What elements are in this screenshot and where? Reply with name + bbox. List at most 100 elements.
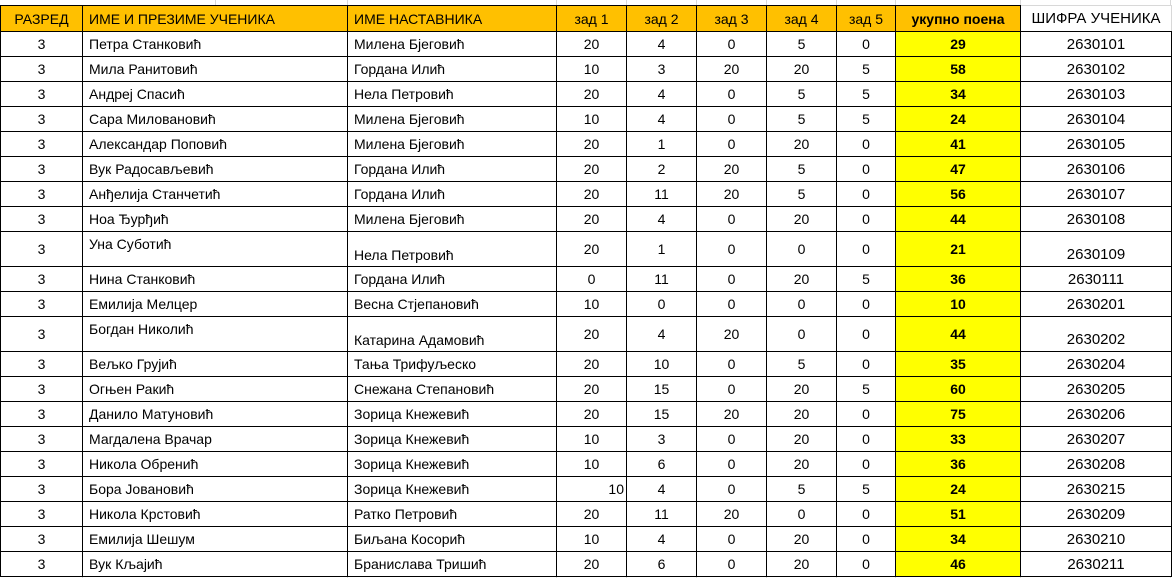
cell-zad4[interactable]: 5 [766,476,837,502]
cell-zad1[interactable]: 20 [556,156,627,182]
cell-zad3[interactable]: 0 [696,131,767,157]
cell-student-name[interactable]: Емилија Шешум [82,526,348,552]
cell-zad3[interactable]: 0 [696,81,767,107]
cell-zad1[interactable]: 10 [556,56,627,82]
cell-zad3[interactable]: 0 [696,206,767,232]
cell-teacher-name[interactable]: Нела Петровић [347,81,557,107]
cell-total-points[interactable]: 51 [895,501,1021,527]
cell-razred[interactable]: 3 [0,526,83,552]
cell-zad2[interactable]: 6 [626,451,697,477]
cell-zad4[interactable]: 5 [766,106,837,132]
cell-zad3[interactable]: 0 [696,376,767,402]
cell-zad5[interactable]: 0 [836,316,896,352]
cell-zad2[interactable]: 3 [626,426,697,452]
cell-student-code[interactable]: 2630208 [1020,451,1172,477]
cell-zad1[interactable]: 20 [556,206,627,232]
cell-teacher-name[interactable]: Милена Бјеговић [347,106,557,132]
cell-razred[interactable]: 3 [0,451,83,477]
cell-razred[interactable]: 3 [0,316,83,352]
cell-total-points[interactable]: 60 [895,376,1021,402]
cell-student-code[interactable]: 2630102 [1020,56,1172,82]
cell-razred[interactable]: 3 [0,31,83,57]
cell-zad5[interactable]: 0 [836,206,896,232]
cell-zad2[interactable]: 15 [626,376,697,402]
cell-razred[interactable]: 3 [0,106,83,132]
cell-zad2[interactable]: 3 [626,56,697,82]
cell-zad1[interactable]: 10 [556,476,627,502]
cell-zad4[interactable]: 0 [766,231,837,267]
cell-zad2[interactable]: 11 [626,266,697,292]
cell-zad4[interactable]: 20 [766,401,837,427]
cell-zad3[interactable]: 20 [696,156,767,182]
cell-zad4[interactable]: 5 [766,81,837,107]
cell-student-name[interactable]: Никола Обренић [82,451,348,477]
cell-zad2[interactable]: 4 [626,31,697,57]
cell-teacher-name[interactable]: Зорица Кнежевић [347,476,557,502]
cell-zad1[interactable]: 20 [556,501,627,527]
cell-student-name[interactable]: Емилија Мелцер [82,291,348,317]
cell-zad1[interactable]: 10 [556,451,627,477]
cell-zad1[interactable]: 10 [556,526,627,552]
cell-student-name[interactable]: Богдан Николић [82,316,348,352]
cell-zad4[interactable]: 20 [766,131,837,157]
cell-teacher-name[interactable]: Бранислава Тришић [347,551,557,577]
cell-zad5[interactable]: 0 [836,291,896,317]
cell-zad4[interactable]: 20 [766,376,837,402]
cell-zad5[interactable]: 5 [836,81,896,107]
cell-total-points[interactable]: 46 [895,551,1021,577]
cell-student-name[interactable]: Александар Поповић [82,131,348,157]
cell-zad4[interactable]: 20 [766,206,837,232]
cell-zad2[interactable]: 1 [626,131,697,157]
cell-zad3[interactable]: 0 [696,351,767,377]
cell-razred[interactable]: 3 [0,291,83,317]
cell-zad4[interactable]: 20 [766,56,837,82]
cell-zad1[interactable]: 20 [556,231,627,267]
cell-teacher-name[interactable]: Милена Бјеговић [347,31,557,57]
cell-zad5[interactable]: 0 [836,401,896,427]
cell-teacher-name[interactable]: Нела Петровић [347,231,557,267]
cell-zad1[interactable]: 20 [556,181,627,207]
cell-zad3[interactable]: 0 [696,106,767,132]
cell-student-code[interactable]: 2630210 [1020,526,1172,552]
header-student-name[interactable]: ИМЕ И ПРЕЗИМЕ УЧЕНИКА [82,5,348,32]
cell-total-points[interactable]: 75 [895,401,1021,427]
cell-student-name[interactable]: Мила Ранитовић [82,56,348,82]
cell-zad5[interactable]: 0 [836,31,896,57]
cell-zad5[interactable]: 5 [836,106,896,132]
header-zad1[interactable]: зад 1 [556,5,627,32]
cell-zad1[interactable]: 20 [556,31,627,57]
cell-zad4[interactable]: 20 [766,266,837,292]
cell-razred[interactable]: 3 [0,551,83,577]
cell-zad1[interactable]: 0 [556,266,627,292]
cell-zad5[interactable]: 5 [836,56,896,82]
cell-zad2[interactable]: 4 [626,476,697,502]
cell-student-name[interactable]: Нина Станковић [82,266,348,292]
cell-zad1[interactable]: 20 [556,316,627,352]
cell-razred[interactable]: 3 [0,501,83,527]
cell-student-code[interactable]: 2630111 [1020,266,1172,292]
cell-zad5[interactable]: 5 [836,376,896,402]
cell-student-name[interactable]: Вук Кљајић [82,551,348,577]
cell-zad5[interactable]: 5 [836,476,896,502]
cell-teacher-name[interactable]: Зорица Кнежевић [347,451,557,477]
cell-zad3[interactable]: 0 [696,551,767,577]
cell-student-name[interactable]: Ноа Ђурђић [82,206,348,232]
cell-student-code[interactable]: 2630109 [1020,231,1172,267]
cell-zad5[interactable]: 5 [836,266,896,292]
cell-zad3[interactable]: 20 [696,56,767,82]
cell-zad4[interactable]: 0 [766,501,837,527]
cell-zad1[interactable]: 20 [556,81,627,107]
cell-student-code[interactable]: 2630215 [1020,476,1172,502]
cell-student-code[interactable]: 2630211 [1020,551,1172,577]
cell-zad4[interactable]: 20 [766,426,837,452]
cell-teacher-name[interactable]: Ратко Петровић [347,501,557,527]
cell-student-code[interactable]: 2630209 [1020,501,1172,527]
cell-total-points[interactable]: 58 [895,56,1021,82]
cell-zad2[interactable]: 4 [626,206,697,232]
cell-zad3[interactable]: 20 [696,316,767,352]
cell-student-name[interactable]: Сара Миловановић [82,106,348,132]
cell-zad3[interactable]: 0 [696,31,767,57]
cell-zad4[interactable]: 5 [766,351,837,377]
cell-razred[interactable]: 3 [0,266,83,292]
cell-zad1[interactable]: 20 [556,351,627,377]
